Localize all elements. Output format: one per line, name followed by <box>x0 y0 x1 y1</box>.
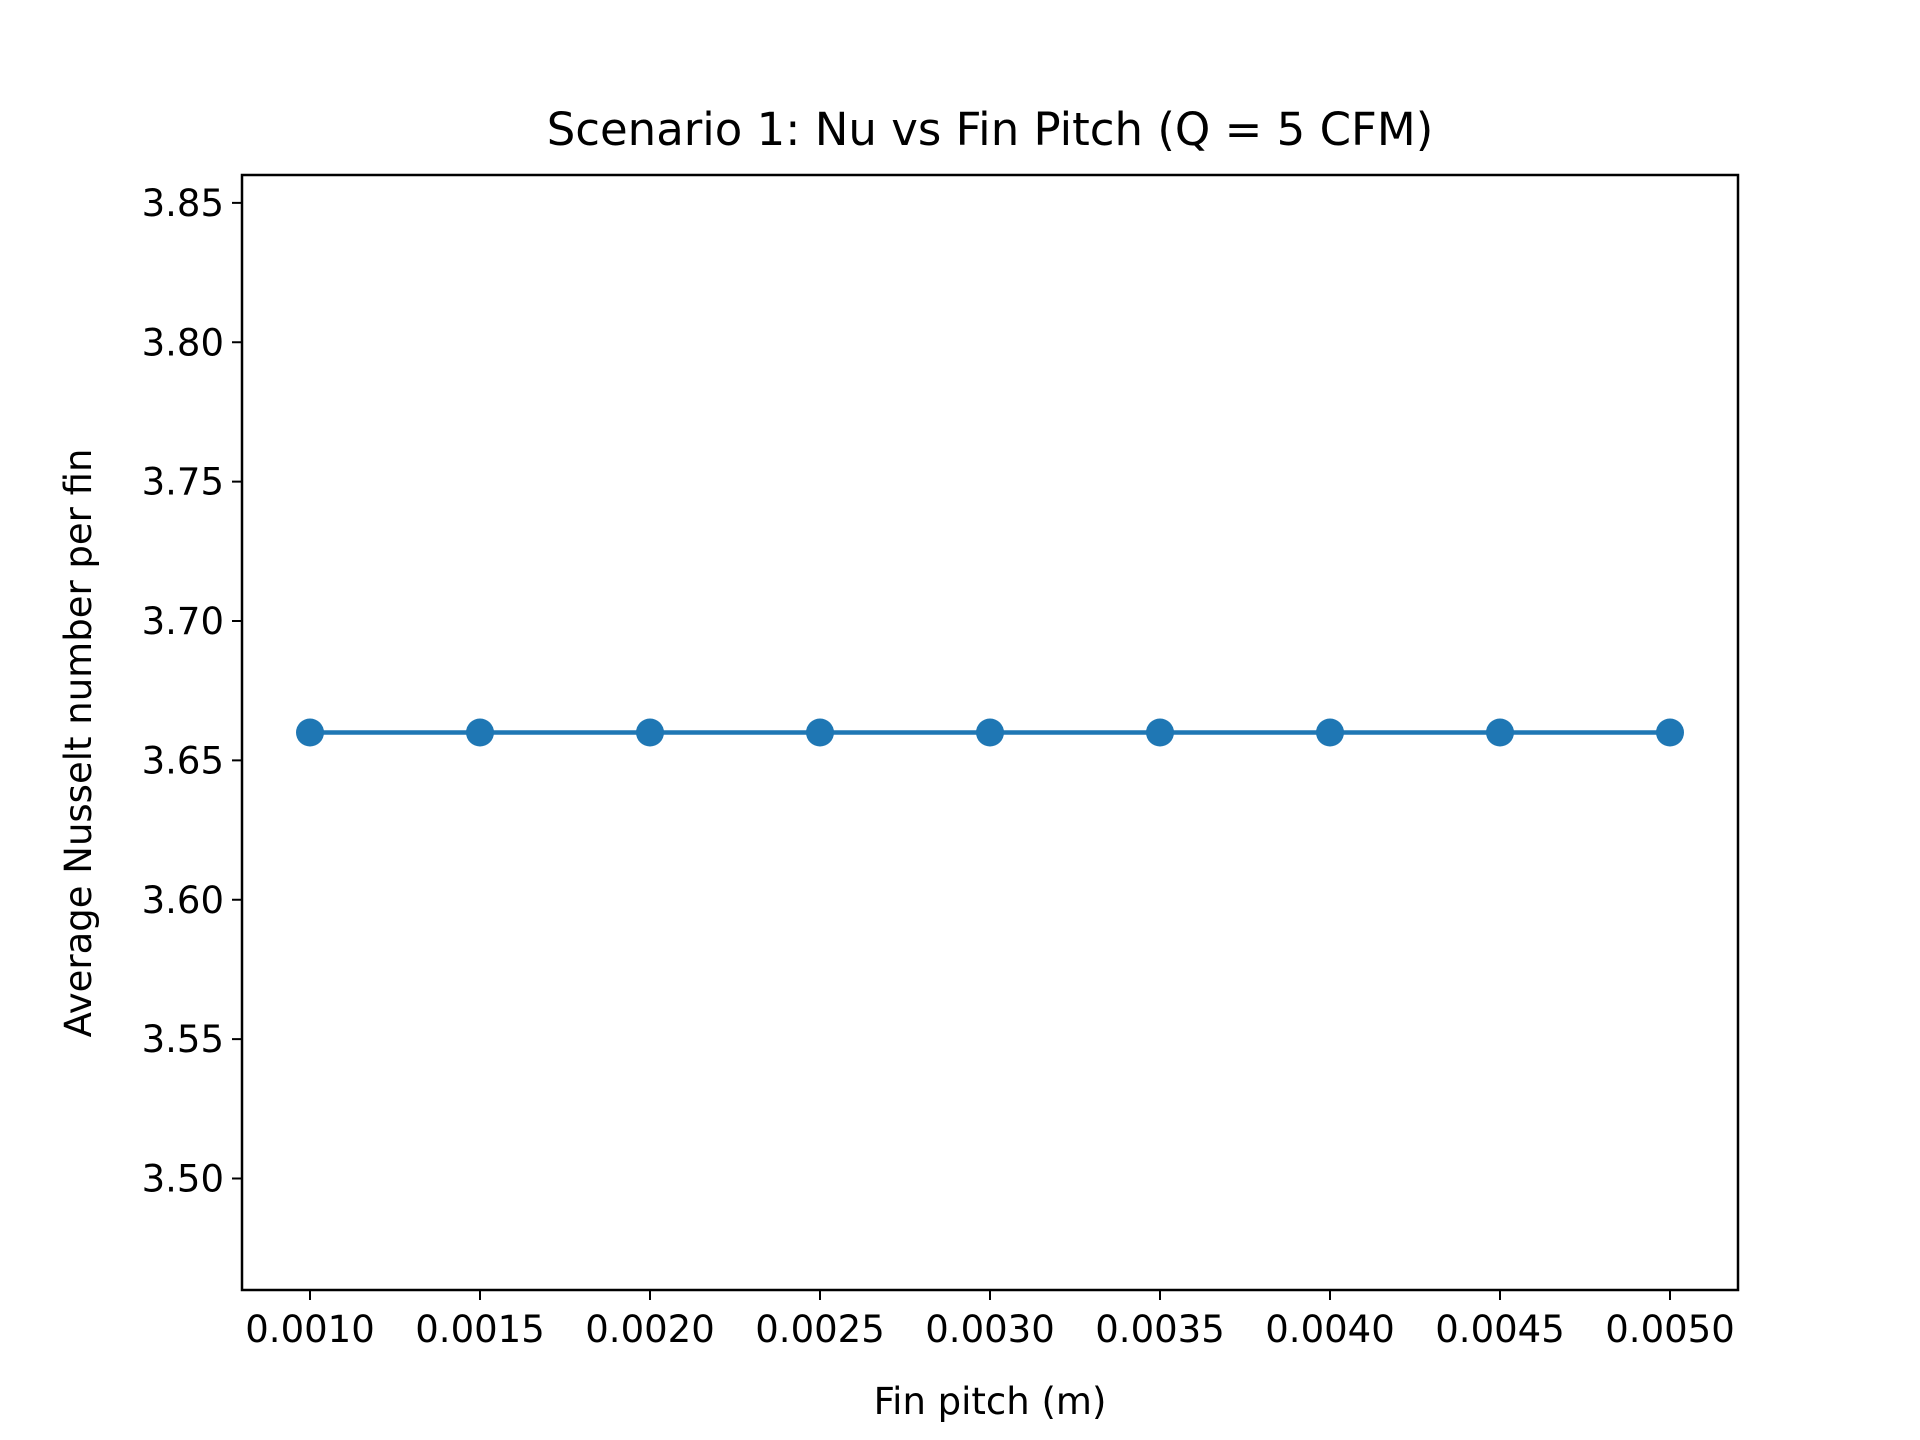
x-tick-label: 0.0020 <box>585 1308 714 1351</box>
axes-frame <box>240 173 1740 1292</box>
y-tick-label: 3.55 <box>142 1018 224 1061</box>
data-point <box>976 718 1004 747</box>
data-point <box>1486 718 1514 747</box>
y-tick-label: 3.60 <box>142 879 224 922</box>
x-tick-label: 0.0025 <box>755 1308 884 1351</box>
x-axis-ticks: 0.0010 0.0015 0.0020 0.0025 0.0030 0.0035 0.00… <box>245 1290 1735 1351</box>
x-tick-label: 0.0035 <box>1095 1308 1224 1351</box>
series-layer <box>296 718 1684 747</box>
x-tick-label: 0.0015 <box>415 1308 544 1351</box>
y-tick-label: 3.70 <box>142 600 224 643</box>
x-tick-label: 0.0010 <box>245 1308 374 1351</box>
data-point <box>1146 718 1174 747</box>
y-tick-label: 3.85 <box>142 182 224 225</box>
data-point <box>1656 718 1684 747</box>
y-axis-ticks: 3.50 3.55 3.60 3.65 3.70 3.75 3.80 3.85 <box>142 182 242 1201</box>
x-tick-label: 0.0045 <box>1435 1308 1564 1351</box>
chart-title: Scenario 1: Nu vs Fin Pitch (Q = 5 CFM) <box>547 103 1434 156</box>
data-point <box>466 718 494 747</box>
y-axis-label: Average Nusselt number per fin <box>57 449 100 1038</box>
y-tick-label: 3.50 <box>142 1158 224 1201</box>
data-point <box>1316 718 1344 747</box>
data-point <box>806 718 834 747</box>
y-tick-label: 3.75 <box>142 461 224 504</box>
y-tick-label: 3.80 <box>142 321 224 364</box>
data-point <box>636 718 664 747</box>
data-point <box>296 718 324 747</box>
x-tick-label: 0.0040 <box>1265 1308 1394 1351</box>
y-tick-label: 3.65 <box>142 739 224 782</box>
x-axis-label: Fin pitch (m) <box>874 1380 1107 1423</box>
x-tick-label: 0.0050 <box>1605 1308 1734 1351</box>
x-tick-label: 0.0030 <box>925 1308 1054 1351</box>
